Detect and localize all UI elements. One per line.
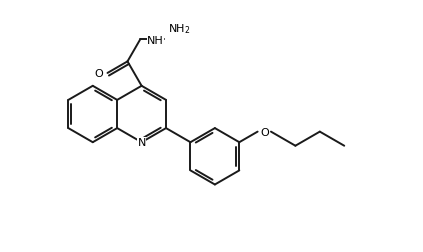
Text: O: O [261, 127, 269, 137]
Text: O: O [94, 69, 103, 79]
Text: N: N [137, 138, 146, 148]
Text: NH: NH [147, 36, 164, 46]
Text: NH$_2$: NH$_2$ [168, 22, 190, 36]
